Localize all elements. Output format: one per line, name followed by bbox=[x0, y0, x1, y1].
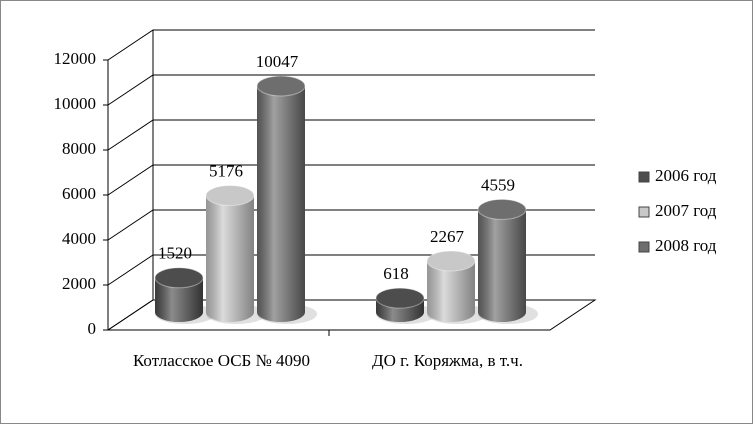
data-label: 4559 bbox=[481, 175, 515, 194]
bar-top bbox=[426, 250, 476, 272]
data-label: 618 bbox=[383, 264, 409, 283]
bar-top bbox=[477, 198, 527, 220]
data-label: 5176 bbox=[209, 161, 243, 180]
bar bbox=[375, 287, 436, 324]
data-label: 10047 bbox=[256, 52, 299, 71]
bar bbox=[256, 75, 317, 324]
bar-shade bbox=[257, 85, 305, 322]
x-tick-label: ДО г. Коряжма, в т.ч. bbox=[372, 351, 523, 370]
bar-shade bbox=[478, 209, 526, 322]
bar-top bbox=[375, 287, 425, 309]
legend-swatch bbox=[638, 171, 650, 183]
bar bbox=[154, 267, 215, 324]
bar bbox=[205, 185, 266, 324]
legend-label: 2008 год bbox=[655, 236, 717, 255]
y-tick-label: 4000 bbox=[62, 229, 96, 248]
legend-swatch bbox=[638, 206, 650, 218]
y-tick-label: 8000 bbox=[62, 139, 96, 158]
legend-swatch bbox=[638, 241, 650, 253]
x-tick-label: Котласское ОСБ № 4090 bbox=[132, 351, 311, 370]
grid-line bbox=[107, 164, 595, 196]
grid-line bbox=[107, 29, 595, 61]
bar-shade bbox=[155, 277, 203, 322]
grid-line bbox=[107, 74, 595, 106]
bar bbox=[426, 250, 487, 324]
data-label: 2267 bbox=[430, 227, 465, 246]
bar-shade bbox=[206, 195, 254, 322]
bar-top bbox=[256, 75, 306, 97]
grid-line bbox=[107, 119, 595, 151]
y-tick-label: 2000 bbox=[62, 274, 96, 293]
grid-line bbox=[107, 209, 595, 241]
bar-top bbox=[154, 267, 204, 289]
bar-shade bbox=[427, 260, 475, 322]
y-tick-label: 0 bbox=[88, 319, 97, 338]
bar-top bbox=[205, 185, 255, 207]
data-label: 1520 bbox=[158, 244, 192, 263]
legend-label: 2007 год bbox=[655, 201, 717, 220]
y-tick-label: 10000 bbox=[54, 94, 97, 113]
legend-label: 2006 год bbox=[655, 166, 717, 185]
y-tick-label: 6000 bbox=[62, 184, 96, 203]
y-tick-label: 12000 bbox=[54, 49, 97, 68]
bar bbox=[477, 198, 538, 324]
